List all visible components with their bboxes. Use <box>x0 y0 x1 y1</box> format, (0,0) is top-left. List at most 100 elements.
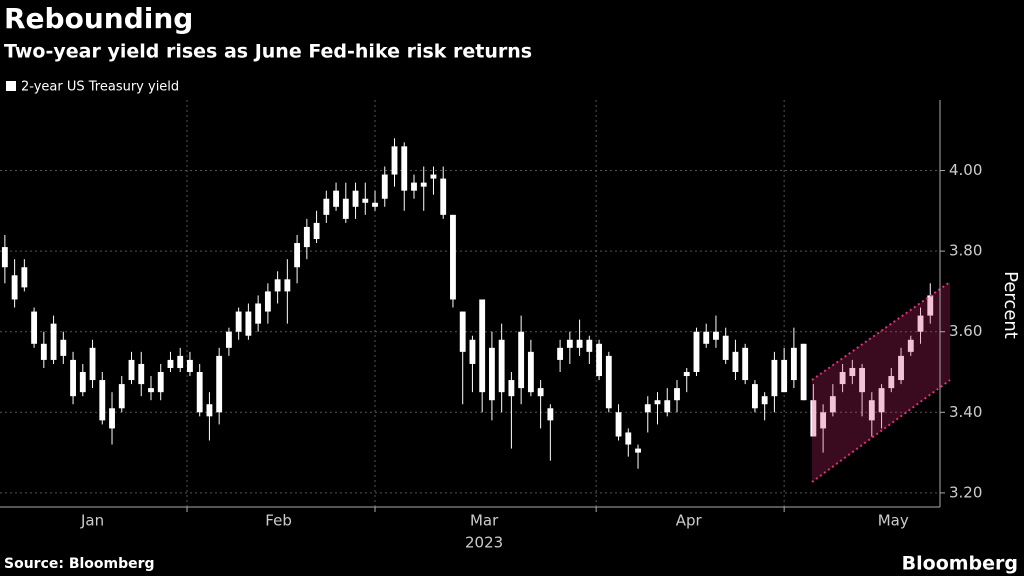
channel-lower <box>811 379 951 483</box>
candle-body <box>50 323 57 360</box>
candle-body <box>859 367 865 393</box>
y-tick-label: 3.40 <box>949 403 982 421</box>
candle-body <box>128 359 135 381</box>
candle-body <box>352 190 359 207</box>
candle-body <box>537 388 544 397</box>
x-tick-label: Mar <box>470 512 499 530</box>
candle-body <box>742 347 749 381</box>
candle-body <box>148 388 154 393</box>
candle-body <box>605 355 612 409</box>
candle-body <box>1 247 8 268</box>
candle-body <box>547 408 554 421</box>
logo: Bloomberg <box>902 553 1018 575</box>
candle-body <box>518 331 525 389</box>
candle-body <box>303 226 310 248</box>
candle-body <box>391 146 398 175</box>
candle-body <box>255 303 262 324</box>
candle-body <box>235 311 242 332</box>
candle-body <box>372 202 378 207</box>
candle-body <box>664 400 671 413</box>
candle-body <box>459 311 466 352</box>
candle-body <box>21 267 28 288</box>
candle-body <box>839 372 846 385</box>
candle-body <box>752 384 758 409</box>
candle-body <box>177 355 184 368</box>
candle-body <box>722 335 729 360</box>
candle-body <box>674 388 680 401</box>
candle-body <box>820 412 827 429</box>
legend-swatch <box>6 81 16 91</box>
candle-body <box>157 372 164 393</box>
candle-body <box>927 295 934 316</box>
candle-body <box>342 198 349 219</box>
y-axis-label: Percent <box>1000 271 1021 339</box>
candle-body <box>167 359 174 368</box>
candle-body <box>99 380 106 421</box>
candle-body <box>284 279 291 292</box>
x-tick-label: Feb <box>265 512 292 530</box>
candle-body <box>781 359 788 393</box>
candle-body <box>31 311 38 344</box>
candle-body <box>596 343 602 377</box>
candle-body <box>187 359 193 373</box>
x-tick-label: Apr <box>676 512 703 530</box>
candle-body <box>430 174 437 179</box>
candle-body <box>488 347 495 401</box>
candle-body <box>654 400 661 405</box>
candle-body <box>732 351 739 373</box>
candle-body <box>527 351 534 393</box>
candle-body <box>264 291 271 312</box>
candle-body <box>274 279 281 292</box>
candle-body <box>333 190 339 207</box>
candle-body <box>381 174 388 199</box>
candle-body <box>888 376 895 389</box>
candle-body <box>644 404 651 413</box>
y-tick-label: 3.20 <box>949 483 982 501</box>
candle-body <box>70 359 76 397</box>
candle-body <box>508 380 515 397</box>
candle-body <box>917 315 924 332</box>
candle-body <box>683 372 690 377</box>
source: Source: Bloomberg <box>4 556 155 572</box>
candle-body <box>829 396 836 413</box>
candle-body <box>625 432 632 445</box>
legend-label: 2-year US Treasury yield <box>21 80 179 95</box>
candle-body <box>323 198 330 215</box>
candle-body <box>586 339 593 352</box>
candle-body <box>498 339 505 393</box>
y-tick-label: 3.80 <box>949 242 982 260</box>
candle-body <box>60 339 67 356</box>
candle-body <box>810 400 817 437</box>
candle-body <box>216 355 223 413</box>
candle-body <box>225 331 232 348</box>
candle-body <box>576 339 583 348</box>
candle-body <box>849 367 856 377</box>
candle-body <box>89 347 96 381</box>
channel-annotation <box>811 281 951 483</box>
candle-body <box>479 299 486 393</box>
x-tick-label: May <box>878 512 909 530</box>
candle-body <box>469 339 476 364</box>
chart-subtitle: Two-year yield rises as June Fed-hike ri… <box>4 41 532 63</box>
y-tick-label: 3.60 <box>949 322 982 340</box>
candle-body <box>362 198 369 203</box>
candle-body <box>898 355 904 381</box>
candle-body <box>313 222 320 240</box>
candle-body <box>703 331 710 344</box>
candle-body <box>138 363 145 385</box>
candle-body <box>196 372 203 413</box>
x-tick-label: Jan <box>80 512 104 530</box>
candle-body <box>109 408 115 429</box>
candle-body <box>635 448 641 453</box>
y-tick-label: 4.00 <box>949 161 982 179</box>
candle-body <box>790 347 797 381</box>
channel <box>812 282 950 482</box>
candle-body <box>118 384 125 409</box>
candle-body <box>868 400 875 421</box>
candle-body <box>557 347 564 360</box>
candle-body <box>771 359 778 397</box>
candle-body <box>420 182 427 187</box>
chart-title: Rebounding <box>4 2 193 35</box>
candle-body <box>40 343 47 360</box>
